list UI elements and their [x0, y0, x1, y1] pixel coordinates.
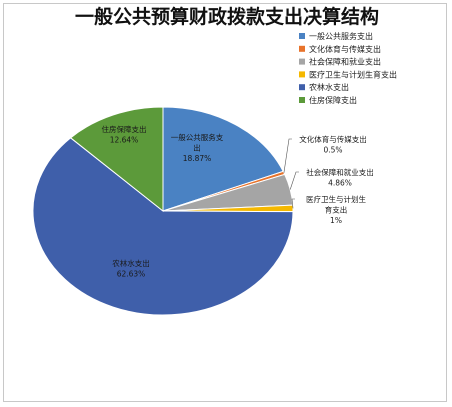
data-label-3-line-2: 1%: [330, 216, 342, 225]
pie-slice-5: [69, 106, 164, 213]
leader-line-3: [291, 198, 295, 209]
data-label-0-line-1: 出: [193, 143, 201, 153]
legend-swatch-5: [299, 97, 305, 103]
data-label-1-line-1: 0.5%: [323, 146, 342, 155]
pie-slice-4: [32, 137, 294, 316]
legend-swatch-2: [299, 58, 305, 65]
pie-slice-0: [162, 106, 284, 212]
chart-title: 一般公共预算财政拨款支出决算结构: [75, 5, 379, 28]
legend-label-2: 社会保障和就业支出: [309, 57, 381, 67]
data-label-0-line-2: 18.87%: [183, 154, 212, 163]
data-label-3-line-0: 医疗卫生与计划生: [306, 194, 366, 204]
legend: 一般公共服务支出文化体育与传媒支出社会保障和就业支出医疗卫生与计划生育支出农林水…: [299, 31, 397, 105]
legend-label-5: 住房保障支出: [309, 95, 357, 105]
data-label-3-line-1: 育支出: [325, 205, 348, 215]
data-label-4-line-1: 62.63%: [117, 270, 146, 279]
data-label-5-line-0: 住房保障支出: [102, 124, 147, 134]
data-label-0-line-0: 一般公共服务支: [171, 132, 224, 142]
legend-label-1: 文化体育与传媒支出: [309, 44, 381, 54]
data-label-2-line-1: 4.86%: [328, 179, 352, 188]
leader-line-2: [289, 171, 299, 190]
legend-label-4: 农林水支出: [309, 82, 349, 92]
data-label-5-line-1: 12.64%: [110, 136, 139, 145]
data-label-4-line-0: 农林水支出: [112, 258, 150, 268]
pie-slices: [32, 106, 294, 316]
leader-line-1: [283, 138, 292, 173]
legend-label-0: 一般公共服务支出: [309, 31, 373, 41]
legend-label-3: 医疗卫生与计划生育支出: [309, 69, 397, 79]
legend-swatch-3: [299, 71, 305, 78]
legend-swatch-0: [299, 33, 305, 39]
legend-swatch-1: [299, 45, 305, 52]
legend-swatch-4: [299, 84, 305, 91]
label-leaders: [283, 138, 299, 209]
data-label-2-line-0: 社会保障和就业支出: [306, 167, 374, 177]
data-label-1-line-0: 文化体育与传媒支出: [299, 134, 367, 144]
